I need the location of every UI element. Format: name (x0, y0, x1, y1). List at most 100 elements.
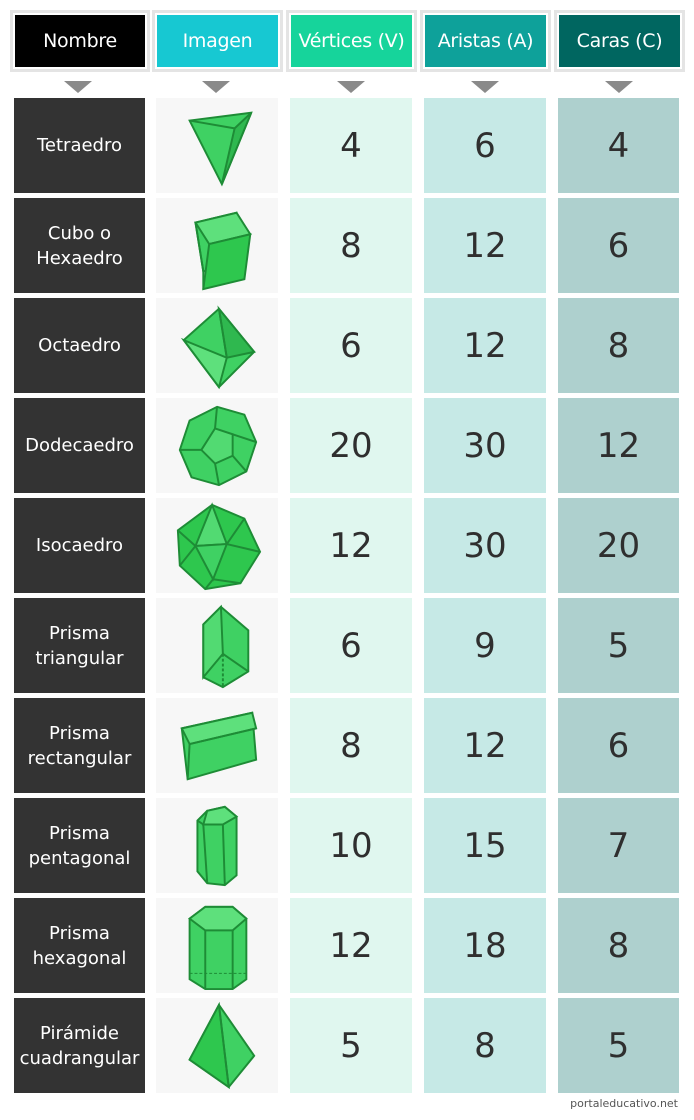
row-name-line-2: triangular (35, 647, 124, 669)
footer-credit: portaleducativo.net (570, 1097, 678, 1110)
cell-nombre: Prisma hexagonal (14, 898, 145, 993)
cell-caras: 4 (558, 98, 679, 193)
cell-nombre: Prisma pentagonal (14, 798, 145, 893)
tetrahedron-icon (188, 111, 253, 186)
row-name-line-1: Prisma (49, 622, 110, 644)
arrow-down-icon (202, 81, 230, 93)
row-name-line-1: Isocaedro (35, 535, 124, 556)
cube-icon (193, 211, 252, 290)
table-row: Octaedro 6 12 8 (0, 298, 694, 393)
cell-aristas: 15 (424, 798, 546, 893)
row-name-line-2: pentagonal (28, 847, 131, 869)
row-name-line-1: Prisma (49, 822, 110, 844)
cell-aristas: 6 (424, 98, 546, 193)
row-name-line-1: Cubo o (47, 222, 112, 244)
cell-nombre: Tetraedro (14, 98, 145, 193)
cell-vertices: 8 (290, 198, 412, 293)
arrow-down-icon (64, 81, 92, 93)
row-name-line-1: Prisma (49, 922, 110, 944)
table-row: Dodecaedro 20 30 12 (0, 398, 694, 493)
row-name-line-2: hexagonal (32, 947, 127, 969)
cell-vertices: 5 (290, 998, 412, 1093)
cell-vertices: 10 (290, 798, 412, 893)
cell-caras: 6 (558, 198, 679, 293)
table-row: Prisma hexagonal 12 18 8 (0, 898, 694, 993)
cell-aristas: 30 (424, 398, 546, 493)
cell-nombre: Prisma triangular (14, 598, 145, 693)
arrow-down-icon (605, 81, 633, 93)
cell-nombre: Prisma rectangular (14, 698, 145, 793)
row-name-line-2: rectangular (27, 747, 132, 769)
octahedron-icon (180, 304, 256, 389)
square-pyramid-icon (188, 1001, 256, 1089)
cell-vertices: 12 (290, 498, 412, 593)
header-vertices-label: Vértices (V) (291, 15, 412, 67)
cell-nombre: Isocaedro (14, 498, 145, 593)
row-name-line-1: Octaedro (38, 335, 121, 356)
header-nombre-label: Nombre (15, 15, 145, 67)
row-name-line-2: cuadrangular (19, 1047, 140, 1069)
table-header: Nombre Imagen Vértices (V) Aristas (A) C… (0, 0, 694, 100)
cell-caras: 6 (558, 698, 679, 793)
hexagonal-prism-icon (187, 905, 248, 990)
cell-vertices: 12 (290, 898, 412, 993)
cell-nombre: Dodecaedro (14, 398, 145, 493)
header-nombre: Nombre (10, 10, 150, 72)
row-name-line-1: Pirámide (40, 1022, 119, 1044)
cell-vertices: 8 (290, 698, 412, 793)
cell-vertices: 6 (290, 298, 412, 393)
arrow-down-icon (337, 81, 365, 93)
header-aristas: Aristas (A) (420, 10, 551, 72)
cell-aristas: 12 (424, 298, 546, 393)
cell-aristas: 8 (424, 998, 546, 1093)
cell-caras: 12 (558, 398, 679, 493)
row-name-line-1: Dodecaedro (25, 435, 134, 456)
icosahedron-icon (176, 501, 262, 590)
row-name-line-1: Tetraedro (36, 135, 123, 156)
cell-caras: 7 (558, 798, 679, 893)
cell-vertices: 4 (290, 98, 412, 193)
cell-imagen (156, 798, 278, 893)
cell-imagen (156, 98, 278, 193)
cell-vertices: 6 (290, 598, 412, 693)
table-row: Prisma triangular 6 9 5 (0, 598, 694, 693)
header-aristas-label: Aristas (A) (425, 15, 546, 67)
pentagonal-prism-icon (196, 805, 239, 886)
table-row: Pirámide cuadrangular 5 8 5 (0, 998, 694, 1093)
cell-aristas: 12 (424, 198, 546, 293)
cell-imagen (156, 898, 278, 993)
row-name-line-1: Prisma (49, 722, 110, 744)
table-row: Prisma pentagonal 10 15 7 (0, 798, 694, 893)
cell-nombre: Cubo o Hexaedro (14, 198, 145, 293)
table-row: Cubo o Hexaedro 8 12 6 (0, 198, 694, 293)
cell-imagen (156, 198, 278, 293)
cell-imagen (156, 598, 278, 693)
rectangular-prism-icon (180, 711, 258, 781)
cell-vertices: 20 (290, 398, 412, 493)
row-name-line-2: Hexaedro (36, 247, 123, 269)
cell-aristas: 12 (424, 698, 546, 793)
arrow-down-icon (471, 81, 499, 93)
cell-imagen (156, 498, 278, 593)
cell-caras: 5 (558, 998, 679, 1093)
cell-caras: 5 (558, 598, 679, 693)
cell-imagen (156, 398, 278, 493)
cell-imagen (156, 698, 278, 793)
cell-caras: 8 (558, 898, 679, 993)
cell-aristas: 9 (424, 598, 546, 693)
header-caras: Caras (C) (554, 10, 685, 72)
triangular-prism-icon (202, 604, 250, 688)
table-row: Tetraedro 4 6 4 (0, 98, 694, 193)
cell-aristas: 30 (424, 498, 546, 593)
table-row: Prisma rectangular 8 12 6 (0, 698, 694, 793)
header-imagen-label: Imagen (157, 15, 278, 67)
cell-imagen (156, 298, 278, 393)
cell-nombre: Octaedro (14, 298, 145, 393)
cell-imagen (156, 998, 278, 1093)
header-caras-label: Caras (C) (559, 15, 680, 67)
header-vertices: Vértices (V) (286, 10, 417, 72)
cell-caras: 20 (558, 498, 679, 593)
cell-aristas: 18 (424, 898, 546, 993)
cell-nombre: Pirámide cuadrangular (14, 998, 145, 1093)
cell-caras: 8 (558, 298, 679, 393)
